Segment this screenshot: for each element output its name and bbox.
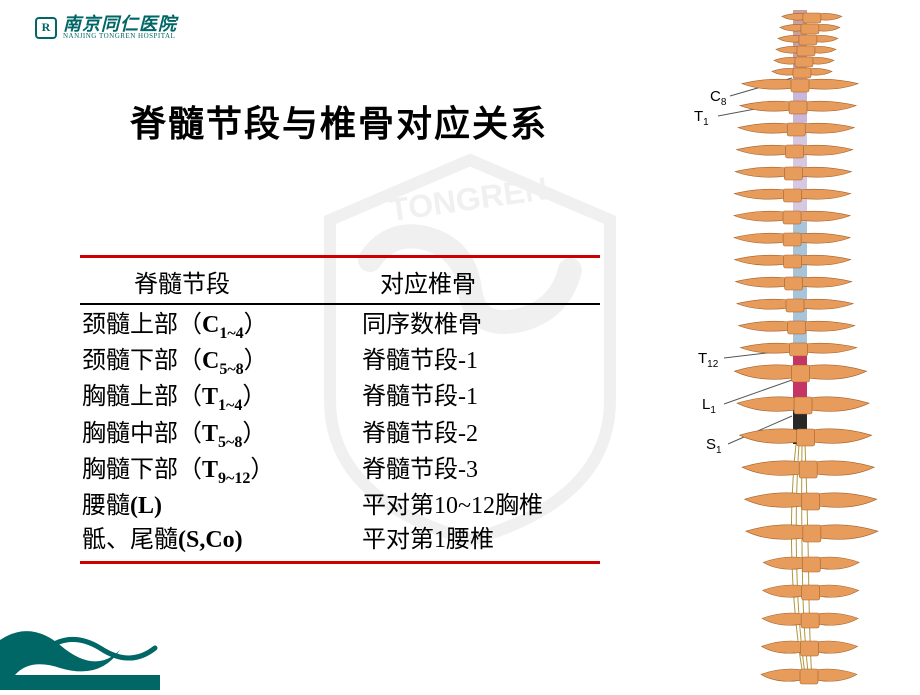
table-cell-segment: 腰髓(L) <box>80 490 340 524</box>
table-cell-segment: 颈髓下部（C5~8） <box>80 345 340 381</box>
table-rule-top <box>80 255 600 258</box>
table-header: 脊髓节段 对应椎骨 <box>80 264 600 299</box>
table-row: 胸髓下部（T9~12）脊髓节段-3 <box>80 454 600 490</box>
table-cell-vertebra: 平对第10~12胸椎 <box>340 490 600 524</box>
table-row: 骶、尾髓(S,Co)平对第1腰椎 <box>80 524 600 558</box>
table-cell-vertebra: 脊髓节段-1 <box>340 381 600 417</box>
table-cell-vertebra: 平对第1腰椎 <box>340 524 600 558</box>
spine-label: T1 <box>694 108 709 128</box>
table-cell-vertebra: 同序数椎骨 <box>340 309 600 345</box>
table-row: 颈髓下部（C5~8）脊髓节段-1 <box>80 345 600 381</box>
correspondence-table: 脊髓节段 对应椎骨 颈髓上部（C1~4）同序数椎骨颈髓下部（C5~8）脊髓节段-… <box>80 255 600 564</box>
spine-label: L1 <box>702 396 716 416</box>
vertebrae-group <box>734 13 878 684</box>
table-cell-vertebra: 脊髓节段-1 <box>340 345 600 381</box>
table-rule-bottom <box>80 561 600 564</box>
table-row: 胸髓中部（T5~8）脊髓节段-2 <box>80 418 600 454</box>
table-cell-segment: 颈髓上部（C1~4） <box>80 309 340 345</box>
table-row: 颈髓上部（C1~4）同序数椎骨 <box>80 309 600 345</box>
page-title: 脊髓节段与椎骨对应关系 <box>130 95 548 147</box>
svg-text:TONGREN: TONGREN <box>387 170 550 228</box>
logo-icon-text: R <box>42 20 51 35</box>
spine-figure: C8T1 T12 L1 S1 <box>670 0 920 690</box>
table-header-col2: 对应椎骨 <box>340 264 600 299</box>
table-row: 胸髓上部（T1~4）脊髓节段-1 <box>80 381 600 417</box>
table-cell-vertebra: 脊髓节段-3 <box>340 454 600 490</box>
logo-icon: R <box>35 17 57 39</box>
logo-name-en: NANJING TONGREN HOSPITAL <box>63 33 177 40</box>
table-cell-vertebra: 脊髓节段-2 <box>340 418 600 454</box>
table-rule-mid <box>80 303 600 305</box>
table-cell-segment: 胸髓下部（T9~12） <box>80 454 340 490</box>
spine-label: T12 <box>698 350 718 370</box>
hospital-logo: R 南京同仁医院 NANJING TONGREN HOSPITAL <box>35 15 177 40</box>
table-cell-segment: 骶、尾髓(S,Co) <box>80 524 340 558</box>
wave-decoration <box>0 620 160 690</box>
table-cell-segment: 胸髓中部（T5~8） <box>80 418 340 454</box>
spine-label: C8 <box>710 88 726 108</box>
table-row: 腰髓(L)平对第10~12胸椎 <box>80 490 600 524</box>
spine-svg <box>670 0 920 690</box>
spine-label: S1 <box>706 436 722 456</box>
table-header-col1: 脊髓节段 <box>80 264 340 299</box>
table-body: 颈髓上部（C1~4）同序数椎骨颈髓下部（C5~8）脊髓节段-1胸髓上部（T1~4… <box>80 309 600 557</box>
logo-name-cn: 南京同仁医院 <box>63 15 177 33</box>
table-cell-segment: 胸髓上部（T1~4） <box>80 381 340 417</box>
